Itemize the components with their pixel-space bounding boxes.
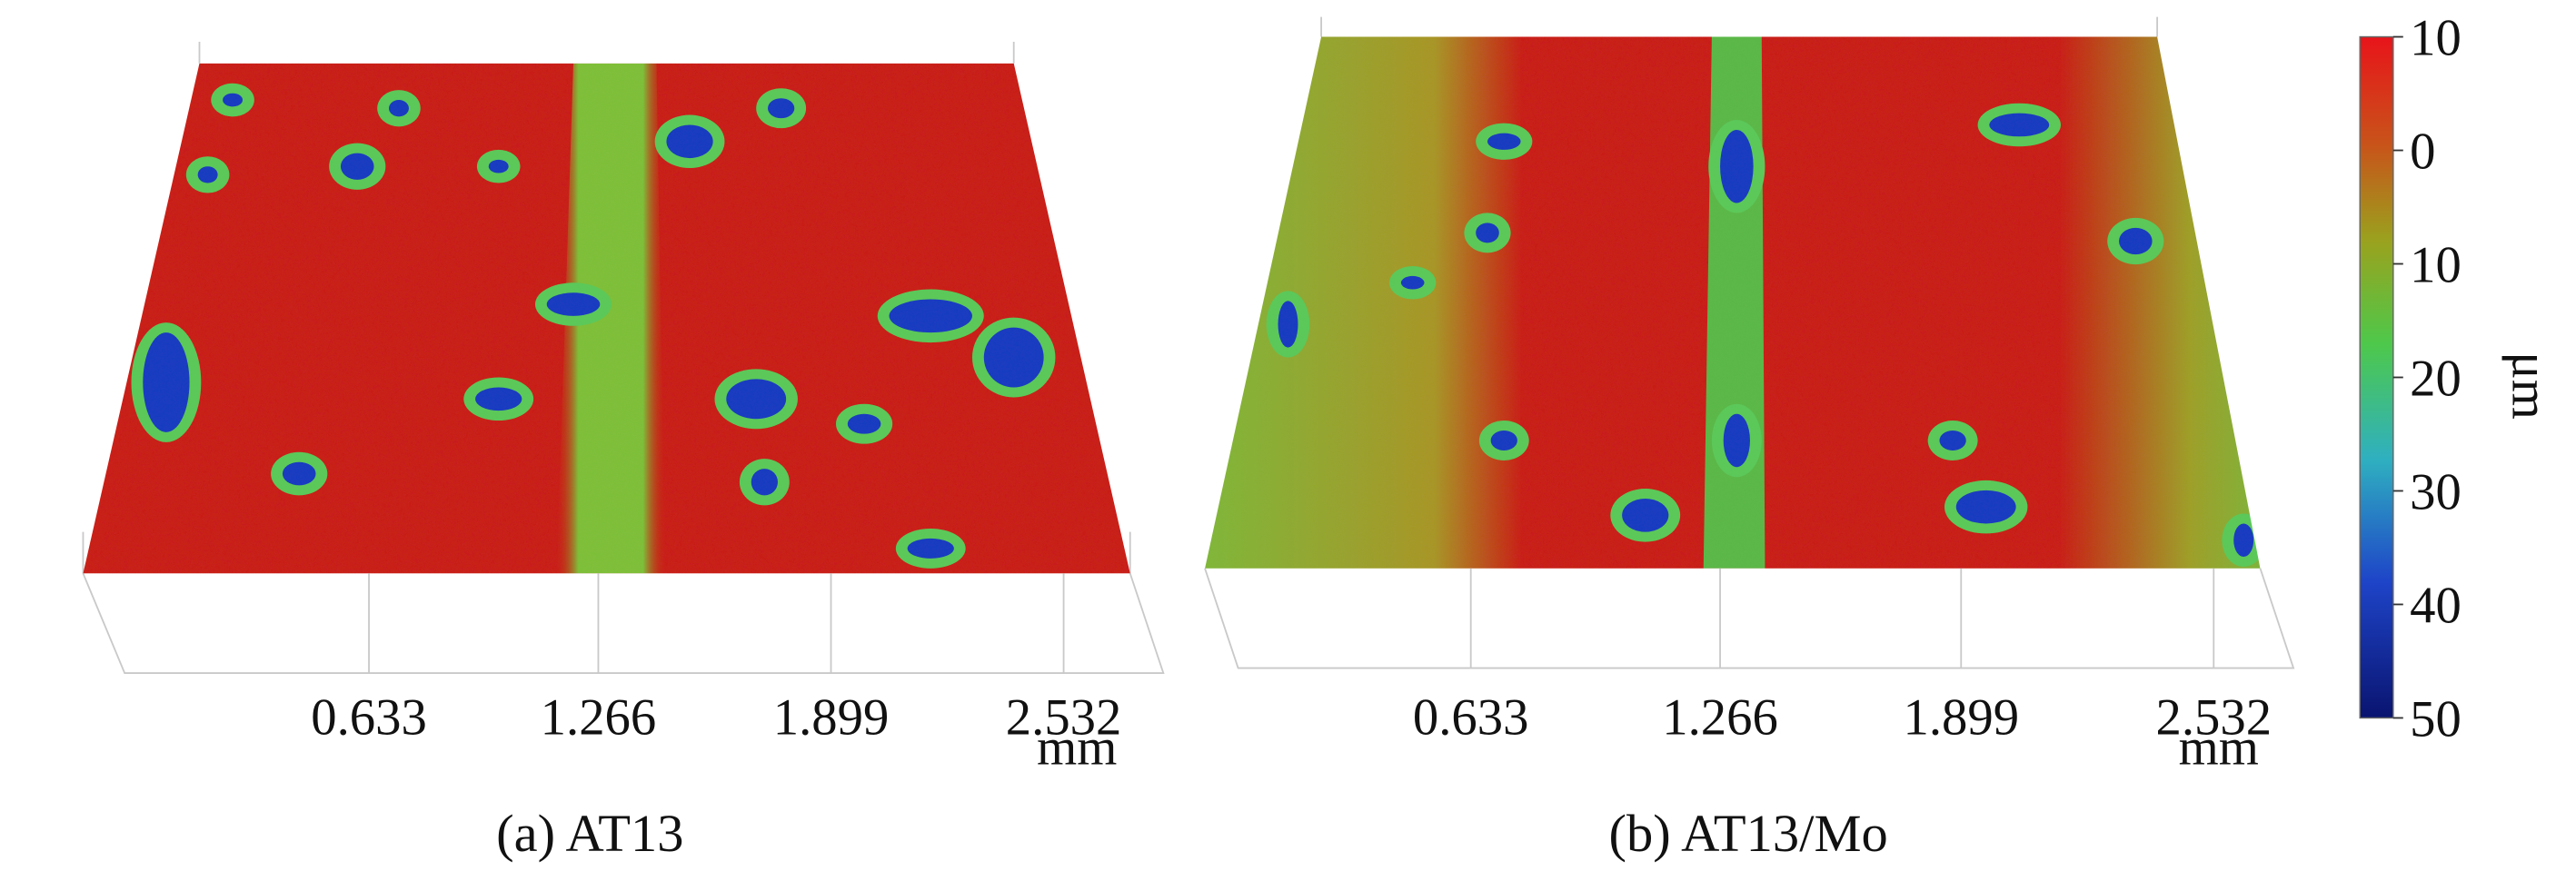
x-unit: mm xyxy=(2179,719,2259,777)
pit xyxy=(1723,413,1750,468)
pit xyxy=(223,93,244,107)
pit xyxy=(847,413,881,434)
axis-box-b xyxy=(1204,16,2295,669)
x-tick-label: 1.266 xyxy=(541,689,657,747)
pit xyxy=(907,538,954,559)
x-unit: mm xyxy=(1037,719,1117,777)
pit xyxy=(475,387,522,411)
x-tick-label: 1.899 xyxy=(1903,689,2019,747)
pit xyxy=(666,124,713,159)
pit xyxy=(488,159,509,173)
pit xyxy=(1939,431,1966,450)
x-tick-label: 0.633 xyxy=(1413,689,1529,747)
pit xyxy=(197,166,218,183)
colorbar-label: 10 xyxy=(2410,10,2462,67)
colorbar xyxy=(2359,35,2394,719)
pit xyxy=(1487,133,1521,150)
pit xyxy=(983,327,1044,388)
colorbar-label: 10 xyxy=(2410,237,2462,294)
pit xyxy=(726,379,787,420)
pit xyxy=(768,98,795,119)
pit xyxy=(1622,499,1669,532)
colorbar-label: 40 xyxy=(2410,578,2462,635)
pit xyxy=(2233,523,2254,558)
x-tick-label: 1.266 xyxy=(1662,689,1778,747)
surface-b xyxy=(1205,36,2261,569)
pit xyxy=(546,292,601,316)
panel-caption: (a) AT13 xyxy=(496,804,683,863)
x-tick-label: 2.532 xyxy=(1006,689,1122,747)
pit xyxy=(1278,301,1298,348)
colorbar-label: 50 xyxy=(2410,691,2462,748)
colorbar-label: 0 xyxy=(2410,124,2435,181)
pit xyxy=(1955,490,2016,524)
pit xyxy=(1476,223,1499,243)
panel-caption: (b) AT13/Mo xyxy=(1609,804,1888,863)
pit xyxy=(1989,113,2050,137)
x-tick-label: 2.532 xyxy=(2155,689,2272,747)
x-tick-label: 1.899 xyxy=(773,689,890,747)
pit xyxy=(282,461,316,486)
colorbar-label: 20 xyxy=(2410,351,2462,408)
axis-box-a xyxy=(82,42,1165,674)
pit xyxy=(1490,431,1517,450)
surface-a xyxy=(83,63,1130,574)
x-tick-label: 0.633 xyxy=(311,689,427,747)
pit xyxy=(340,153,374,180)
pit xyxy=(388,100,409,117)
pit xyxy=(143,332,190,432)
pit xyxy=(889,299,972,333)
pit xyxy=(751,469,778,496)
colorbar-label: 30 xyxy=(2410,464,2462,521)
pit xyxy=(2119,227,2153,255)
colorbar-unit: μm xyxy=(2501,351,2558,420)
pit xyxy=(1400,275,1425,290)
pit xyxy=(1720,129,1754,203)
